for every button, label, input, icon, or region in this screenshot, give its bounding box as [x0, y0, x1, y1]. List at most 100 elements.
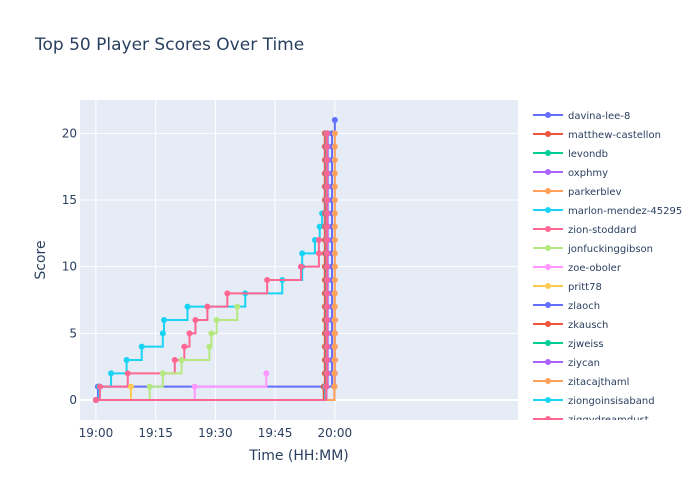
data-point[interactable]	[316, 223, 323, 230]
data-point[interactable]	[159, 370, 166, 377]
legend-item[interactable]: zkausch	[533, 320, 608, 331]
data-point[interactable]	[171, 357, 178, 363]
data-point[interactable]	[331, 197, 338, 203]
data-point[interactable]	[123, 357, 130, 363]
data-point[interactable]	[331, 183, 338, 190]
legend-item[interactable]: levondb	[533, 149, 608, 160]
legend-item[interactable]: zjweiss	[533, 339, 604, 350]
data-point[interactable]	[331, 157, 338, 163]
data-point[interactable]	[181, 343, 188, 350]
legend-item[interactable]: zoe-oboler	[533, 263, 622, 274]
data-point[interactable]	[323, 343, 330, 350]
legend-item[interactable]: zlaoch	[533, 301, 600, 312]
data-point[interactable]	[323, 237, 330, 243]
data-point[interactable]	[323, 210, 330, 217]
legend-item[interactable]: zitacajthaml	[533, 377, 629, 388]
data-point[interactable]	[331, 263, 338, 270]
data-point[interactable]	[323, 197, 330, 203]
data-point[interactable]	[331, 130, 338, 137]
data-point[interactable]	[323, 290, 330, 297]
data-point[interactable]	[297, 263, 304, 270]
data-point[interactable]	[323, 303, 330, 310]
data-point[interactable]	[331, 237, 338, 243]
data-point[interactable]	[192, 317, 199, 323]
data-point[interactable]	[213, 317, 220, 323]
data-point[interactable]	[323, 370, 330, 377]
legend-swatch-marker	[545, 188, 551, 194]
data-point[interactable]	[331, 383, 338, 390]
data-point[interactable]	[206, 343, 213, 350]
legend-item[interactable]: ziycan	[533, 358, 600, 369]
x-tick-label: 19:15	[138, 426, 173, 440]
data-point[interactable]	[331, 303, 338, 310]
data-point[interactable]	[323, 317, 330, 323]
data-point[interactable]	[331, 290, 338, 297]
data-point[interactable]	[127, 383, 134, 390]
data-point[interactable]	[186, 330, 193, 337]
data-point[interactable]	[331, 343, 338, 350]
data-point[interactable]	[331, 357, 338, 363]
data-point[interactable]	[323, 143, 330, 150]
legend-item[interactable]: davina-lee-8	[533, 111, 630, 122]
data-point[interactable]	[234, 303, 241, 310]
data-point[interactable]	[264, 277, 271, 283]
data-point[interactable]	[323, 170, 330, 177]
legend-item[interactable]: marlon-mendez-45295	[533, 206, 682, 217]
data-point[interactable]	[184, 303, 191, 310]
data-point[interactable]	[159, 330, 166, 337]
axis-ticks: 19:00 19:15 19:30 19:45 20:00 0 5 10 15 20	[62, 126, 352, 440]
data-point[interactable]	[323, 223, 330, 230]
data-point[interactable]	[331, 170, 338, 177]
legend-swatch-marker	[545, 226, 551, 232]
data-point[interactable]	[138, 343, 145, 350]
data-point[interactable]	[331, 317, 338, 323]
legend-item[interactable]: ziongoinsisaband	[533, 396, 655, 407]
data-point[interactable]	[331, 277, 338, 283]
legend-label: zlaoch	[568, 301, 600, 312]
data-point[interactable]	[96, 383, 103, 390]
data-point[interactable]	[263, 370, 270, 377]
data-point[interactable]	[323, 183, 330, 190]
legend-swatch-marker	[545, 397, 551, 403]
data-point[interactable]	[92, 397, 99, 403]
data-point[interactable]	[323, 130, 330, 137]
data-point[interactable]	[323, 263, 330, 270]
legend-swatch-marker	[545, 245, 551, 251]
legend-item[interactable]: parkerblev	[533, 187, 622, 198]
data-point[interactable]	[323, 277, 330, 283]
data-point[interactable]	[299, 250, 306, 257]
data-point[interactable]	[323, 330, 330, 337]
data-point[interactable]	[191, 383, 198, 390]
data-point[interactable]	[315, 250, 322, 257]
legend-item[interactable]: pritt78	[533, 282, 602, 293]
data-point[interactable]	[323, 250, 330, 257]
y-tick-label: 10	[62, 260, 77, 274]
legend-item[interactable]: jonfuckinggibson	[533, 244, 653, 255]
data-point[interactable]	[331, 210, 338, 217]
data-point[interactable]	[331, 223, 338, 230]
data-point[interactable]	[108, 370, 115, 377]
data-point[interactable]	[146, 383, 153, 390]
data-point[interactable]	[323, 357, 330, 363]
data-point[interactable]	[331, 330, 338, 337]
data-point[interactable]	[323, 383, 330, 390]
legend-item[interactable]: ziggydreamdust	[533, 415, 649, 426]
data-point[interactable]	[208, 330, 215, 337]
data-point[interactable]	[178, 357, 185, 363]
legend-item[interactable]: matthew-castellon	[533, 130, 661, 141]
data-point[interactable]	[204, 303, 211, 310]
legend-item[interactable]: oxphmy	[533, 168, 608, 179]
legend-label: ziycan	[568, 358, 600, 369]
data-point[interactable]	[331, 143, 338, 150]
y-tick-label: 20	[62, 126, 77, 140]
data-point[interactable]	[323, 157, 330, 163]
legend-item[interactable]: zion-stoddard	[533, 225, 636, 236]
data-point[interactable]	[331, 117, 338, 123]
data-point[interactable]	[331, 370, 338, 377]
data-point[interactable]	[161, 317, 168, 323]
data-point[interactable]	[124, 370, 131, 377]
data-point[interactable]	[331, 250, 338, 257]
data-point[interactable]	[224, 290, 231, 297]
data-point[interactable]	[315, 237, 322, 243]
